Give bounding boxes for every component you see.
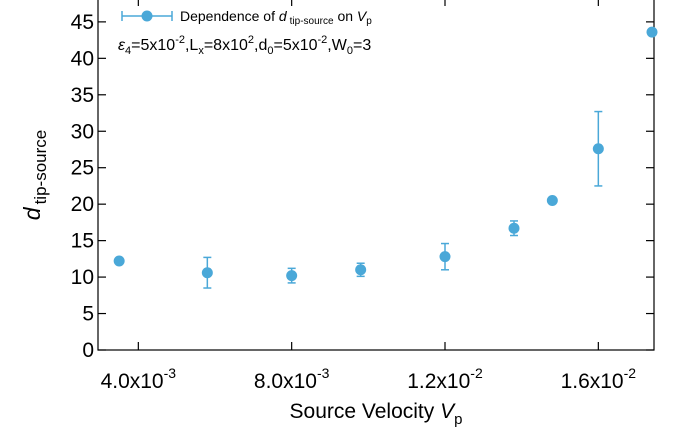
y-tick-label: 25 xyxy=(71,157,94,180)
y-tick-label: 10 xyxy=(71,266,94,289)
y-axis-ticks: 0 5 10 15 20 25 30 35 40 45 xyxy=(71,11,654,362)
plot-frame xyxy=(97,0,655,351)
data-point xyxy=(546,195,558,207)
parameters-annotation: ε4=5x10-2,Lx=8x102,d0=5x10-2,W0=3 xyxy=(118,34,371,57)
x-tick-label: 1.6x10-2 xyxy=(561,365,637,393)
y-tick-label: 0 xyxy=(82,339,94,362)
legend-marker xyxy=(141,10,153,22)
y-tick-label: 15 xyxy=(71,230,94,253)
y-tick-label: 30 xyxy=(71,120,94,143)
x-tick-label: 8.0x10-3 xyxy=(254,365,330,393)
data-point xyxy=(113,255,125,267)
y-tick-label: 45 xyxy=(71,11,94,34)
legend: Dependence of d tip-source on Vp xyxy=(121,8,372,27)
x-axis-ticks: 4.0x10-3 8.0x10-3 1.2x10-2 1.6x10-2 xyxy=(101,0,637,393)
data-point xyxy=(439,251,451,263)
data-point xyxy=(355,264,367,276)
data-point xyxy=(286,270,298,282)
x-tick-label: 4.0x10-3 xyxy=(101,365,177,393)
data-point xyxy=(201,267,213,279)
y-tick-label: 5 xyxy=(82,303,94,326)
y-tick-label: 40 xyxy=(71,47,94,70)
legend-label: Dependence of d tip-source on Vp xyxy=(180,8,372,27)
x-tick-label: 1.2x10-2 xyxy=(407,365,483,393)
y-tick-label: 35 xyxy=(71,84,94,107)
data-point xyxy=(592,143,604,155)
y-tick-label: 20 xyxy=(71,193,94,216)
x-axis-title: Source Velocity Vp xyxy=(290,400,463,428)
data-series xyxy=(113,26,658,289)
data-point xyxy=(646,26,658,38)
data-point xyxy=(508,222,520,234)
y-axis-title: dtip-source xyxy=(19,130,50,220)
